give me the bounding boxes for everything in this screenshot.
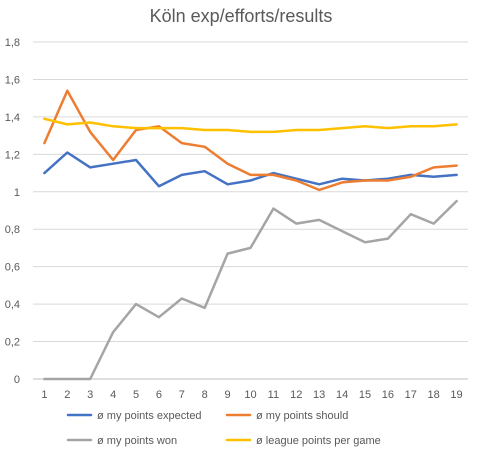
x-tick-label: 8 <box>202 389 208 401</box>
legend-label: ø my points expected <box>97 410 202 422</box>
legend-label: ø my points won <box>97 435 177 447</box>
x-tick-label: 17 <box>405 389 417 401</box>
x-tick-label: 7 <box>179 389 185 401</box>
chart-title: Köln exp/efforts/results <box>150 6 333 26</box>
x-tick-label: 13 <box>313 389 325 401</box>
x-tick-label: 12 <box>290 389 302 401</box>
y-tick-label: 1,4 <box>5 112 20 124</box>
y-tick-label: 0,4 <box>5 299 20 311</box>
x-tick-label: 16 <box>382 389 394 401</box>
series-line-3 <box>43 199 458 381</box>
y-tick-label: 0 <box>14 374 20 386</box>
y-tick-label: 1,6 <box>5 74 20 86</box>
series-line-2 <box>43 89 458 192</box>
axes: 00,20,40,60,811,21,41,61,81 2 3 4 5 6 7 8 9 10 11 1… <box>5 37 468 401</box>
series-lines <box>43 89 458 381</box>
x-tick-label: 9 <box>225 389 231 401</box>
x-tick-label: 18 <box>428 389 440 401</box>
x-tick-label: 2 <box>64 389 70 401</box>
y-tick-label: 1 <box>14 187 20 199</box>
gridlines <box>33 41 468 343</box>
x-tick-label: 19 <box>450 389 462 401</box>
x-tick-label: 1 <box>41 389 47 401</box>
x-tick-label: 6 <box>156 389 162 401</box>
x-tick-label: 4 <box>110 389 116 401</box>
x-tick-label: 11 <box>268 389 279 401</box>
y-tick-label: 1,2 <box>5 149 20 161</box>
y-tick-label: 0,8 <box>5 224 20 236</box>
x-tick-label: 5 <box>133 389 139 401</box>
x-tick-label: 15 <box>359 389 371 401</box>
legend: ø my points expected ø my points should ø … <box>66 410 381 447</box>
legend-label: ø my points should <box>256 410 348 422</box>
legend-label: ø league points per game <box>256 435 381 447</box>
y-tick-label: 1,8 <box>5 37 20 49</box>
x-tick-label: 3 <box>87 389 93 401</box>
series-line-4 <box>43 117 458 134</box>
x-tick-label: 10 <box>244 389 256 401</box>
series-line-1 <box>43 151 458 188</box>
y-tick-label: 0,6 <box>5 262 20 274</box>
x-tick-label: 14 <box>336 389 348 401</box>
y-tick-label: 0,2 <box>5 337 20 349</box>
